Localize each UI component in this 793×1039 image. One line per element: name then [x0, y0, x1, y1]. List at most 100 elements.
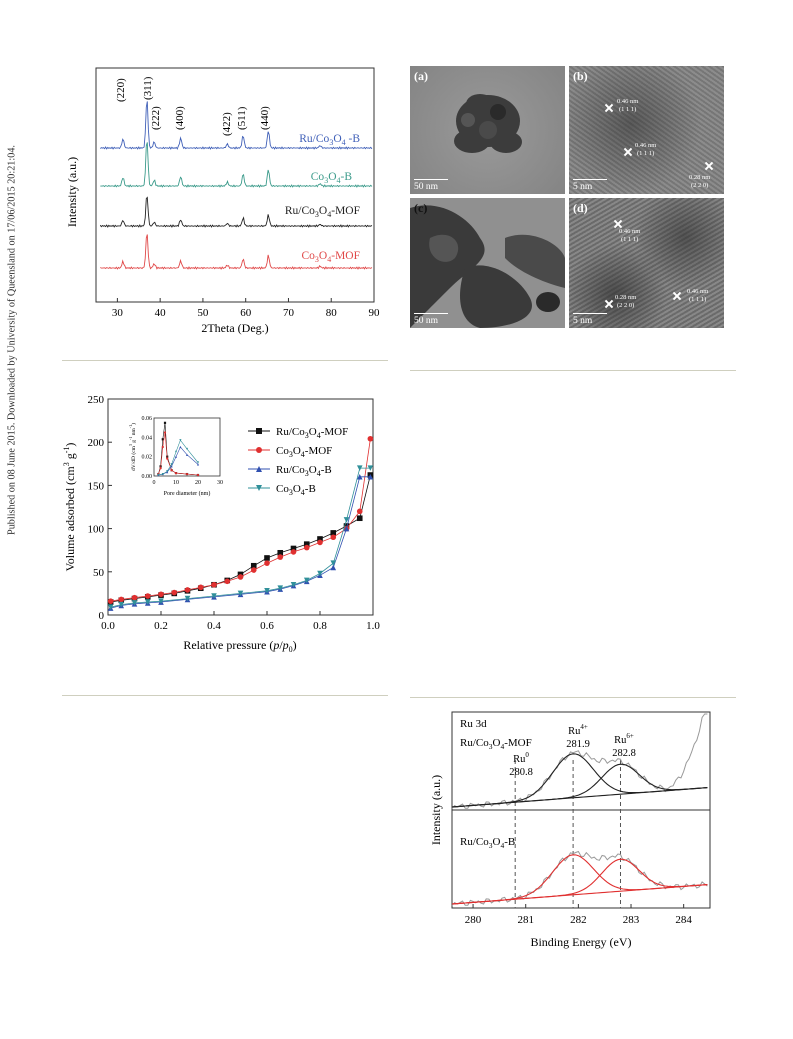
- xrd-xtick-label: 80: [326, 307, 338, 319]
- bet-point: [303, 544, 310, 551]
- bet-point: [161, 472, 164, 476]
- bet-point: [166, 457, 169, 460]
- xps-peak-ru4-label: Ru4+: [568, 723, 588, 737]
- bet-ytick-label: 150: [88, 480, 105, 492]
- bet-ytick-label: 100: [88, 524, 105, 536]
- xrd-label-co3o4-mof: Co3O4-MOF: [302, 250, 361, 264]
- bet-legend-label: Ru/Co3O4-MOF: [276, 426, 348, 440]
- xrd-label-co3o4-b: Co3O4-B: [311, 171, 353, 185]
- bet-point: [317, 536, 323, 542]
- xps-fit-curve: [451, 753, 708, 808]
- bet-point: [277, 554, 284, 560]
- bet-point: [197, 584, 204, 591]
- tem-scale-c: 50 nm: [414, 316, 439, 326]
- bet-ytick-label: 50: [93, 567, 105, 579]
- xrd-series-line: [100, 142, 373, 188]
- bet-point: [118, 596, 125, 603]
- bet-point: [174, 455, 178, 458]
- lattice-marker: [614, 220, 622, 228]
- xrd-xtick-label: 90: [369, 307, 381, 319]
- xrd-xtick-label: 60: [240, 307, 252, 319]
- tem-scalebar-c: [414, 313, 448, 314]
- xrd-peak-422: (422): [221, 112, 233, 136]
- bet-point: [367, 465, 374, 471]
- lattice-marker: [705, 162, 713, 170]
- bet-point: [356, 515, 363, 522]
- xps-sample-top: Ru/Co3O4-MOF: [460, 737, 532, 751]
- bet-legend-label: Co3O4-B: [276, 483, 316, 497]
- xps-xtick-label: 284: [675, 914, 692, 926]
- bet-point: [170, 463, 173, 466]
- bet-point: [256, 447, 262, 453]
- bet-point: [256, 485, 262, 491]
- bet-xtick-label: 0.0: [101, 620, 115, 632]
- bet-point: [264, 555, 270, 561]
- tem-porous-network: [410, 205, 565, 328]
- bet-point: [131, 594, 138, 601]
- bet-point: [211, 581, 217, 588]
- bet-point: [144, 593, 151, 599]
- bet-inset-ytick-label: 0.00: [142, 474, 153, 480]
- tem-ann-b-3: 0.28 nm (2 2 0): [689, 174, 711, 189]
- bet-point: [163, 421, 167, 424]
- bet-point: [367, 435, 374, 442]
- xps-fit-curve: [451, 854, 708, 905]
- xrd-peak-400: (400): [174, 106, 186, 130]
- bet-point: [237, 590, 244, 597]
- tem-scale-d: 5 nm: [573, 316, 593, 326]
- bet-point: [170, 465, 173, 468]
- bet-inset-xlabel: Pore diameter (nm): [164, 490, 211, 497]
- bet-xlabel: Relative pressure (p/p0): [183, 638, 296, 654]
- tem-ann-d-1: 0.46 nm (1 1 1): [619, 228, 641, 243]
- xps-fit-curve: [451, 858, 708, 905]
- xps-peak-ru6-label: Ru6+: [614, 732, 634, 746]
- bet-inset-xtick-label: 30: [217, 480, 223, 486]
- tem-scalebar-a: [414, 179, 448, 180]
- xps-xtick-label: 280: [465, 914, 482, 926]
- bet-ylabel: Volume adsorbed (cm3 g-1): [62, 443, 77, 572]
- xps-peak-ru0-label: Ru0: [513, 751, 529, 765]
- xrd-series-line: [100, 234, 373, 270]
- bet-point: [237, 574, 244, 580]
- xrd-ylabel: Intensity (a.u.): [65, 157, 79, 227]
- tem-ann-d-2: 0.28 nm (2 2 0): [615, 294, 637, 309]
- tem-nanoparticle-cluster: [454, 94, 522, 153]
- tem-panel-c: (c) 50 nm: [410, 198, 565, 328]
- xrd-label-ru-co3o4-b: Ru/Co3O4 -B: [299, 133, 360, 147]
- bet-xtick-label: 0.2: [154, 620, 168, 632]
- bet-point: [330, 564, 337, 571]
- bet-ytick-label: 250: [88, 394, 105, 406]
- bet-point: [343, 517, 350, 523]
- xrd-peak-220: (220): [115, 78, 127, 102]
- bet-point: [166, 470, 169, 473]
- xrd-series-line: [99, 101, 373, 150]
- bet-xtick-label: 0.4: [207, 620, 221, 632]
- bet-legend-label: Co3O4-MOF: [276, 445, 332, 459]
- bet-point: [303, 577, 310, 584]
- bet-point: [184, 595, 191, 602]
- section-divider: [410, 697, 736, 698]
- bet-point: [356, 508, 363, 515]
- xrd-xlabel: 2Theta (Deg.): [201, 321, 268, 335]
- tem-label-b: (b): [573, 69, 588, 83]
- tem-panel-a: (a) 50 nm: [410, 66, 565, 194]
- bet-point: [317, 539, 323, 546]
- xps-xtick-label: 282: [570, 914, 587, 926]
- xrd-xtick-label: 40: [155, 307, 167, 319]
- tem-ann-d-3: 0.46 nm (1 1 1): [687, 288, 709, 303]
- bet-legend-label: Ru/Co3O4-B: [276, 464, 332, 478]
- section-divider: [62, 360, 388, 361]
- bet-xtick-label: 0.8: [313, 620, 327, 632]
- tem-scalebar-b: [573, 179, 607, 180]
- bet-point: [196, 461, 200, 464]
- bet-point: [330, 530, 337, 536]
- lattice-marker: [673, 292, 681, 300]
- bet-point: [224, 578, 231, 585]
- xps-peak-ru6-value: 282.8: [612, 748, 636, 759]
- tem-label-c: (c): [414, 201, 428, 215]
- bet-point: [118, 601, 125, 608]
- bet-point: [196, 473, 200, 477]
- tem-scalebar-d: [573, 313, 607, 314]
- bet-point: [256, 466, 262, 472]
- xps-xlabel: Binding Energy (eV): [530, 935, 631, 949]
